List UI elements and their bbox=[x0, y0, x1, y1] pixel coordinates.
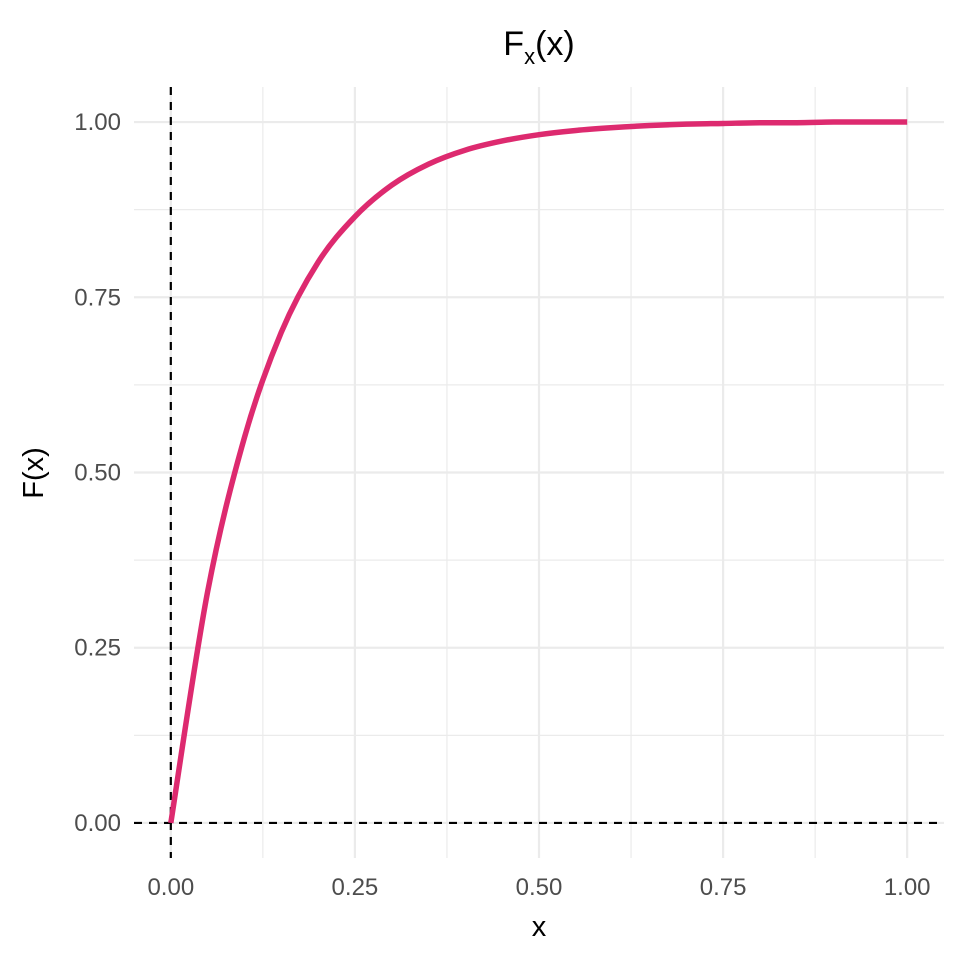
x-tick-label: 1.00 bbox=[884, 874, 931, 901]
chart-title-main: F bbox=[503, 25, 524, 63]
x-axis-title: x bbox=[532, 911, 547, 943]
x-axis-tick-labels: 0.00 0.25 0.50 0.75 1.00 bbox=[147, 874, 930, 901]
chart-title-suffix: (x) bbox=[535, 25, 575, 63]
y-tick-label: 0.00 bbox=[74, 810, 121, 837]
y-tick-label: 0.50 bbox=[74, 460, 121, 487]
y-tick-label: 0.25 bbox=[74, 635, 121, 662]
y-axis-title: F(x) bbox=[18, 447, 50, 499]
cdf-curve bbox=[168, 119, 908, 824]
x-tick-label: 0.00 bbox=[147, 874, 194, 901]
x-tick-label: 0.50 bbox=[516, 874, 563, 901]
reference-lines bbox=[134, 87, 944, 858]
x-tick-label: 0.25 bbox=[332, 874, 379, 901]
major-gridlines bbox=[134, 87, 944, 858]
chart-title: Fx(x) bbox=[503, 25, 574, 69]
y-tick-label: 1.00 bbox=[74, 109, 121, 136]
y-axis-tick-labels: 0.00 0.25 0.50 0.75 1.00 bbox=[74, 109, 121, 837]
y-tick-label: 0.75 bbox=[74, 284, 121, 311]
chart-title-subscript: x bbox=[524, 44, 535, 69]
series-layer bbox=[168, 119, 908, 824]
x-tick-label: 0.75 bbox=[700, 874, 747, 901]
